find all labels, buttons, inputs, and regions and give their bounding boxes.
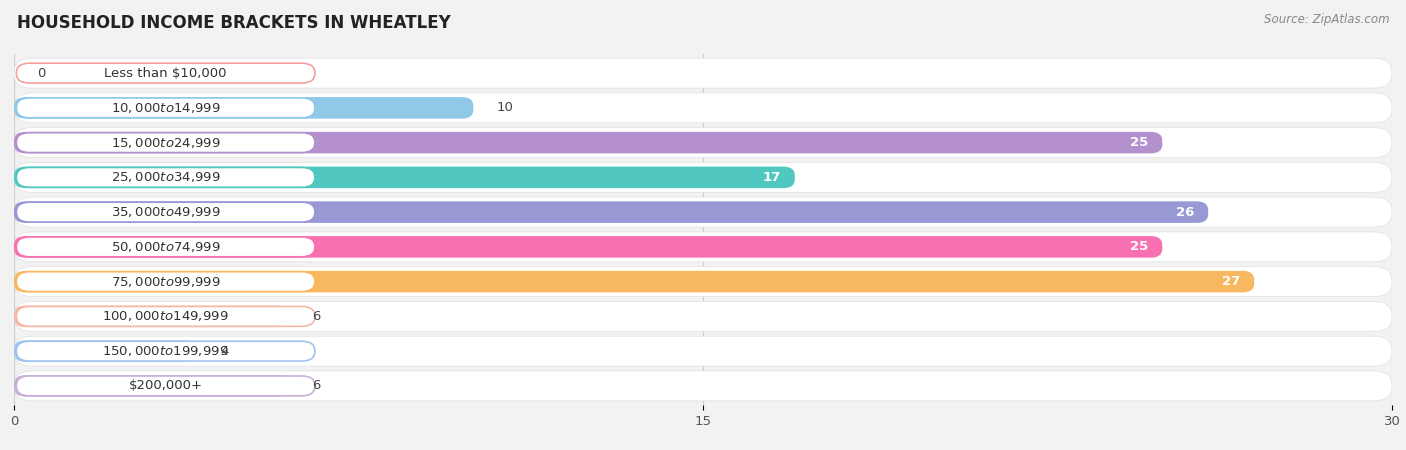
FancyBboxPatch shape [14, 340, 198, 362]
FancyBboxPatch shape [14, 302, 1392, 331]
FancyBboxPatch shape [17, 306, 315, 326]
FancyBboxPatch shape [14, 201, 1208, 223]
FancyBboxPatch shape [14, 306, 290, 327]
FancyBboxPatch shape [14, 166, 794, 188]
Text: $150,000 to $199,999: $150,000 to $199,999 [103, 344, 229, 358]
Text: 25: 25 [1130, 240, 1149, 253]
FancyBboxPatch shape [14, 97, 474, 119]
Text: $50,000 to $74,999: $50,000 to $74,999 [111, 240, 221, 254]
Text: $15,000 to $24,999: $15,000 to $24,999 [111, 135, 221, 149]
Text: 0: 0 [37, 67, 45, 80]
Text: 6: 6 [312, 310, 321, 323]
FancyBboxPatch shape [14, 128, 1392, 158]
FancyBboxPatch shape [17, 63, 315, 83]
Text: 17: 17 [763, 171, 782, 184]
Text: Source: ZipAtlas.com: Source: ZipAtlas.com [1264, 14, 1389, 27]
Text: 26: 26 [1175, 206, 1195, 219]
Text: $75,000 to $99,999: $75,000 to $99,999 [111, 274, 221, 288]
FancyBboxPatch shape [14, 93, 1392, 123]
FancyBboxPatch shape [14, 267, 1392, 297]
Text: $100,000 to $149,999: $100,000 to $149,999 [103, 310, 229, 324]
FancyBboxPatch shape [14, 197, 1392, 227]
FancyBboxPatch shape [14, 58, 1392, 88]
FancyBboxPatch shape [14, 271, 1254, 292]
FancyBboxPatch shape [17, 167, 315, 187]
Text: HOUSEHOLD INCOME BRACKETS IN WHEATLEY: HOUSEHOLD INCOME BRACKETS IN WHEATLEY [17, 14, 450, 32]
FancyBboxPatch shape [14, 162, 1392, 192]
Text: $25,000 to $34,999: $25,000 to $34,999 [111, 171, 221, 184]
FancyBboxPatch shape [14, 375, 290, 396]
FancyBboxPatch shape [17, 98, 315, 118]
FancyBboxPatch shape [17, 376, 315, 396]
Text: Less than $10,000: Less than $10,000 [104, 67, 226, 80]
Text: 27: 27 [1222, 275, 1240, 288]
FancyBboxPatch shape [14, 132, 1163, 153]
FancyBboxPatch shape [17, 237, 315, 257]
FancyBboxPatch shape [14, 371, 1392, 401]
Text: 25: 25 [1130, 136, 1149, 149]
Text: 6: 6 [312, 379, 321, 392]
Text: $200,000+: $200,000+ [128, 379, 202, 392]
Text: 10: 10 [496, 101, 513, 114]
FancyBboxPatch shape [14, 232, 1392, 262]
FancyBboxPatch shape [14, 336, 1392, 366]
FancyBboxPatch shape [17, 202, 315, 222]
FancyBboxPatch shape [17, 133, 315, 153]
Text: 4: 4 [221, 345, 229, 358]
FancyBboxPatch shape [14, 236, 1163, 258]
FancyBboxPatch shape [17, 341, 315, 361]
Text: $10,000 to $14,999: $10,000 to $14,999 [111, 101, 221, 115]
Text: $35,000 to $49,999: $35,000 to $49,999 [111, 205, 221, 219]
FancyBboxPatch shape [17, 272, 315, 292]
